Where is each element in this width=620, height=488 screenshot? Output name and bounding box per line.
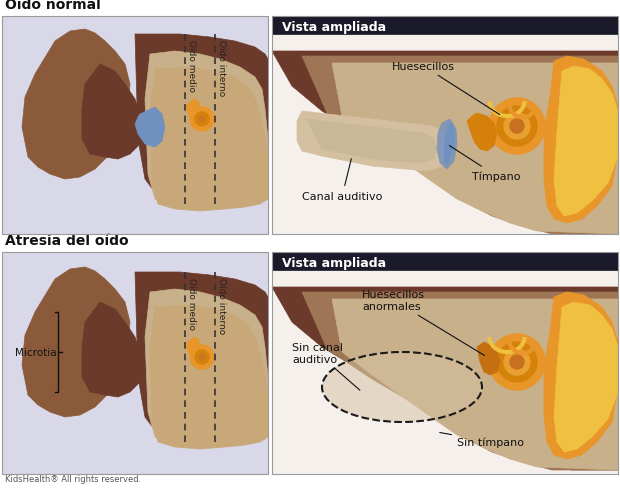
Circle shape bbox=[489, 334, 545, 390]
Circle shape bbox=[199, 117, 205, 123]
Bar bbox=[2, 17, 268, 235]
Text: Huesecillos
anormales: Huesecillos anormales bbox=[362, 290, 485, 356]
Circle shape bbox=[497, 342, 537, 382]
Text: Vista ampliada: Vista ampliada bbox=[282, 21, 386, 35]
Polygon shape bbox=[82, 65, 142, 160]
Polygon shape bbox=[150, 68, 268, 212]
Polygon shape bbox=[332, 64, 618, 235]
Text: Oído medio: Oído medio bbox=[187, 278, 196, 329]
Polygon shape bbox=[22, 267, 130, 417]
Circle shape bbox=[195, 113, 209, 127]
Text: Microtia: Microtia bbox=[15, 347, 56, 357]
Polygon shape bbox=[135, 35, 268, 209]
Circle shape bbox=[190, 346, 214, 369]
Polygon shape bbox=[302, 57, 618, 235]
Polygon shape bbox=[135, 272, 268, 447]
Circle shape bbox=[199, 354, 205, 360]
Polygon shape bbox=[477, 342, 500, 375]
Polygon shape bbox=[135, 108, 165, 148]
Circle shape bbox=[510, 120, 524, 134]
Circle shape bbox=[497, 107, 537, 147]
Text: Oído interno: Oído interno bbox=[217, 278, 226, 334]
Polygon shape bbox=[2, 17, 268, 235]
Circle shape bbox=[489, 99, 545, 155]
Text: Tímpano: Tímpano bbox=[450, 146, 521, 182]
Polygon shape bbox=[297, 112, 447, 172]
Polygon shape bbox=[554, 303, 618, 452]
Circle shape bbox=[504, 349, 530, 375]
Text: Oído normal: Oído normal bbox=[5, 0, 101, 12]
Bar bbox=[2, 252, 268, 474]
Polygon shape bbox=[272, 17, 618, 235]
Polygon shape bbox=[186, 337, 200, 357]
Text: Atresia del oído: Atresia del oído bbox=[5, 234, 128, 247]
Polygon shape bbox=[554, 67, 618, 217]
Polygon shape bbox=[272, 17, 618, 35]
Bar bbox=[272, 252, 618, 474]
Text: Sin canal
auditivo: Sin canal auditivo bbox=[292, 343, 360, 390]
Text: Oído medio: Oído medio bbox=[187, 40, 196, 92]
Polygon shape bbox=[145, 52, 268, 209]
Text: KidsHealth® All rights reserved.: KidsHealth® All rights reserved. bbox=[5, 474, 141, 483]
Polygon shape bbox=[332, 299, 618, 470]
Polygon shape bbox=[272, 287, 618, 470]
Polygon shape bbox=[302, 292, 618, 470]
Circle shape bbox=[504, 114, 530, 140]
Polygon shape bbox=[467, 114, 497, 152]
Text: Oído interno: Oído interno bbox=[217, 40, 226, 96]
Polygon shape bbox=[437, 120, 457, 170]
Polygon shape bbox=[145, 289, 268, 447]
Text: Canal auditivo: Canal auditivo bbox=[302, 160, 383, 202]
Polygon shape bbox=[544, 292, 618, 459]
Circle shape bbox=[510, 355, 524, 369]
Polygon shape bbox=[272, 52, 618, 235]
Polygon shape bbox=[544, 57, 618, 224]
Polygon shape bbox=[186, 100, 200, 120]
Polygon shape bbox=[272, 252, 618, 474]
Ellipse shape bbox=[322, 352, 482, 422]
Polygon shape bbox=[22, 30, 130, 180]
Polygon shape bbox=[307, 120, 437, 163]
Polygon shape bbox=[444, 124, 455, 167]
Polygon shape bbox=[150, 305, 268, 449]
Text: Huesecillos: Huesecillos bbox=[392, 62, 500, 115]
Polygon shape bbox=[272, 252, 618, 270]
Circle shape bbox=[190, 108, 214, 132]
Circle shape bbox=[195, 350, 209, 364]
Polygon shape bbox=[2, 252, 268, 474]
Polygon shape bbox=[82, 303, 142, 397]
Text: Sin tímpano: Sin tímpano bbox=[440, 433, 524, 447]
Bar bbox=[272, 17, 618, 235]
Text: Vista ampliada: Vista ampliada bbox=[282, 256, 386, 269]
